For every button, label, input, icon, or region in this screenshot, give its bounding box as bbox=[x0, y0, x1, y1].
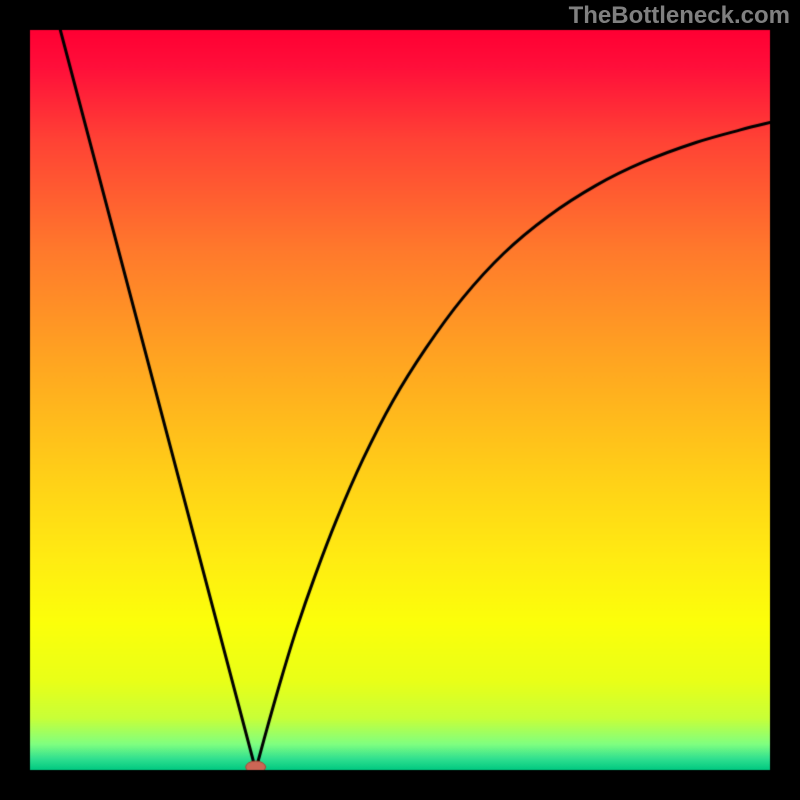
bottleneck-chart-canvas bbox=[0, 0, 800, 800]
chart-container: TheBottleneck.com bbox=[0, 0, 800, 800]
watermark-text: TheBottleneck.com bbox=[569, 2, 790, 30]
